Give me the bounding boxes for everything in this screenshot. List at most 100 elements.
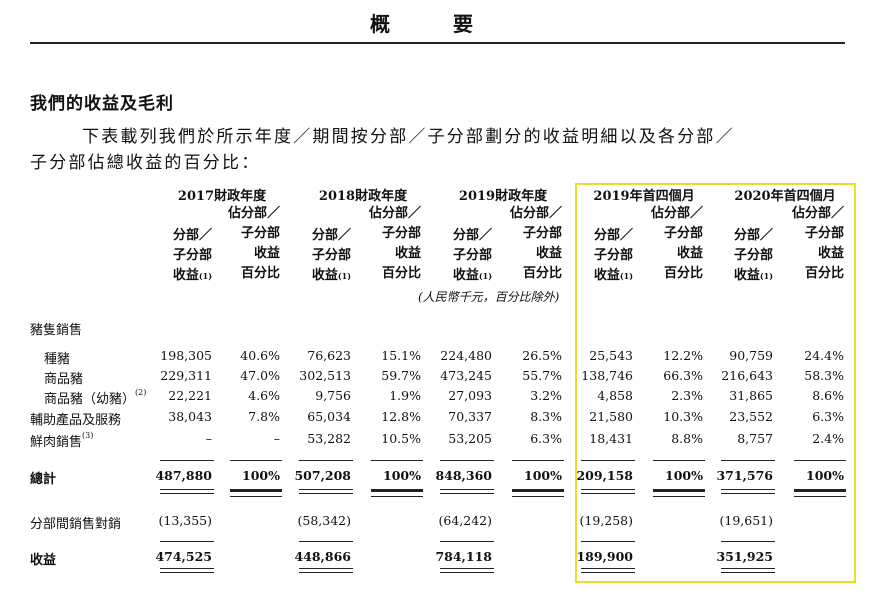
period-header: 2020年首四個月 (734, 189, 836, 204)
table-cell: 229,311 (160, 368, 212, 383)
table-rule (299, 568, 353, 573)
section-title: 我們的收益及毛利 (30, 94, 174, 114)
table-cell: 10.3% (663, 409, 703, 424)
table-cell: (19,258) (579, 513, 634, 528)
table-cell: 76,623 (307, 348, 351, 363)
table-cell: 4.6% (248, 388, 280, 403)
table-cell: 9,756 (315, 388, 351, 403)
table-cell: 100% (242, 468, 280, 483)
table-cell: 100% (665, 468, 703, 483)
table-rule (440, 489, 494, 494)
table-cell: 22,221 (168, 388, 212, 403)
title-rule (30, 42, 845, 44)
revenue-column-header: 分部／ 子分部 收益(1) (311, 228, 351, 283)
table-cell: 8.6% (812, 388, 844, 403)
table-cell: 784,118 (435, 549, 492, 564)
table-rule (653, 489, 705, 492)
table-cell: 27,093 (448, 388, 492, 403)
percentage-column-header: 佔分部／ 子分部 收益 百分比 (368, 206, 421, 281)
table-rule (512, 460, 564, 461)
percentage-column-header: 佔分部／ 子分部 收益 百分比 (509, 206, 562, 281)
table-cell: 24.4% (804, 348, 844, 363)
period-header: 2019年首四個月 (593, 189, 695, 204)
table-cell: (13,355) (158, 513, 213, 528)
revenue-column-header: 分部／ 子分部 收益(1) (593, 228, 633, 283)
table-cell: 100% (524, 468, 562, 483)
table-cell: 53,282 (307, 431, 351, 446)
table-cell: (19,651) (719, 513, 774, 528)
table-cell: 12.2% (663, 348, 703, 363)
table-cell: 3.2% (530, 388, 562, 403)
table-cell: 47.0% (240, 368, 280, 383)
intro-paragraph-line1: 下表載列我們於所示年度／期間按分部／子分部劃分的收益明細以及各分部／ (82, 127, 735, 147)
percentage-column-header: 佔分部／ 子分部 收益 百分比 (227, 206, 280, 281)
table-cell: 198,305 (160, 348, 212, 363)
table-cell: 7.8% (248, 409, 280, 424)
row-label: 商品豬 (44, 372, 84, 387)
table-cell: 12.8% (381, 409, 421, 424)
table-cell: 31,865 (729, 388, 773, 403)
table-rule (721, 460, 775, 461)
table-rule (230, 496, 282, 497)
page-title: 概 要 (370, 12, 501, 36)
intro-paragraph-line2: 子分部佔總收益的百分比： (30, 153, 261, 173)
table-rule (160, 460, 214, 461)
table-rule (440, 541, 494, 542)
table-rule (230, 489, 282, 492)
table-cell: 10.5% (381, 431, 421, 446)
table-cell: (64,242) (438, 513, 493, 528)
table-cell: 224,480 (440, 348, 492, 363)
table-cell: 6.3% (530, 431, 562, 446)
table-cell: 18,431 (589, 431, 633, 446)
table-cell: 58.3% (804, 368, 844, 383)
table-rule (299, 489, 353, 494)
table-rule (371, 460, 423, 461)
table-cell: 66.3% (663, 368, 703, 383)
table-rule (160, 568, 214, 573)
revenue-column-header: 分部／ 子分部 收益(1) (733, 228, 773, 283)
table-rule (160, 541, 214, 542)
table-rule (440, 568, 494, 573)
table-cell: 487,880 (155, 468, 212, 483)
table-rule (581, 541, 635, 542)
table-rule (794, 489, 846, 492)
table-rule (581, 568, 635, 573)
table-cell: 138,746 (581, 368, 633, 383)
row-label: 輔助產品及服務 (30, 413, 122, 428)
unit-note: (人民幣千元，百分比除外) (418, 290, 560, 304)
table-rule (794, 496, 846, 497)
table-cell: 21,580 (589, 409, 633, 424)
table-rule (653, 460, 705, 461)
table-cell: (58,342) (297, 513, 352, 528)
table-cell: 53,205 (448, 431, 492, 446)
table-cell: 70,337 (448, 409, 492, 424)
period-header: 2019財政年度 (458, 189, 548, 204)
table-rule (721, 541, 775, 542)
table-rule (230, 460, 282, 461)
table-cell: 100% (383, 468, 421, 483)
table-cell: 25,543 (589, 348, 633, 363)
table-cell: 38,043 (168, 409, 212, 424)
table-cell: 26.5% (522, 348, 562, 363)
revenue-column-header: 分部／ 子分部 收益(1) (172, 228, 212, 283)
table-cell: 23,552 (729, 409, 773, 424)
percentage-column-header: 佔分部／ 子分部 收益 百分比 (650, 206, 703, 281)
row-label: 收益 (30, 553, 57, 568)
table-rule (371, 489, 423, 492)
table-cell: 40.6% (240, 348, 280, 363)
table-cell: 1.9% (389, 388, 421, 403)
revenue-column-header: 分部／ 子分部 收益(1) (452, 228, 492, 283)
table-cell: 65,034 (307, 409, 351, 424)
table-cell: 848,360 (435, 468, 492, 483)
table-rule (299, 541, 353, 542)
table-rule (440, 460, 494, 461)
table-cell: 8.3% (530, 409, 562, 424)
row-label: 鮮肉銷售(3) (30, 431, 94, 450)
row-label: 商品豬（幼豬）(2) (44, 388, 147, 407)
percentage-column-header: 佔分部／ 子分部 收益 百分比 (791, 206, 844, 281)
table-rule (581, 460, 635, 461)
table-cell: 100% (806, 468, 844, 483)
table-cell: 59.7% (381, 368, 421, 383)
table-cell: 474,525 (155, 549, 212, 564)
row-label: 總計 (30, 472, 57, 487)
